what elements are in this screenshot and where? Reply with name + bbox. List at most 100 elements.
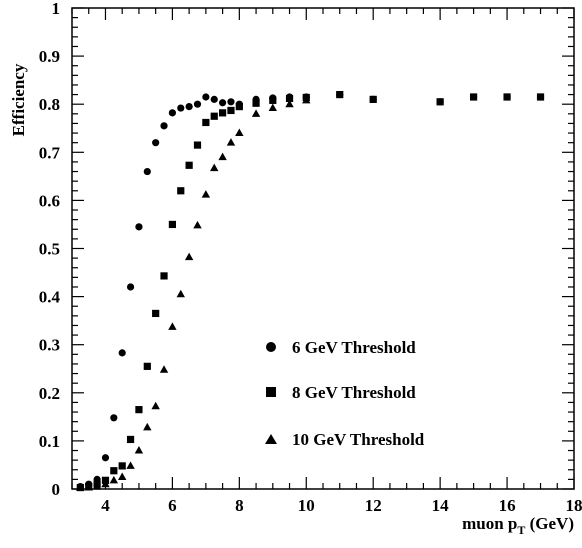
x-tick-label: 10 (298, 496, 315, 515)
point-8gev (160, 272, 168, 280)
legend-marker-circle (266, 342, 276, 352)
legend-marker-triangle (265, 434, 277, 444)
axis-ticks (71, 7, 575, 490)
y-tick-label: 0.1 (39, 432, 60, 451)
point-10gev (76, 483, 85, 492)
legend-label-6gev: 6 GeV Threshold (292, 338, 416, 357)
point-10gev (235, 128, 244, 137)
point-6gev (193, 100, 202, 108)
point-8gev (202, 118, 210, 127)
point-10gev (168, 322, 177, 330)
point-8gev (503, 93, 511, 101)
point-6gev (202, 93, 210, 101)
point-8gev (126, 435, 135, 444)
point-10gev (151, 401, 160, 410)
y-axis-label: Efficiency (9, 63, 28, 136)
point-10gev (134, 446, 144, 454)
y-tick-label: 1 (52, 0, 61, 18)
x-tick-label: 4 (101, 496, 110, 515)
x-axis-label-sub: T (517, 523, 525, 537)
point-8gev (210, 112, 218, 120)
point-10gev (210, 163, 219, 172)
point-10gev (92, 482, 102, 490)
point-8gev (118, 462, 126, 470)
point-6gev (101, 454, 110, 462)
point-8gev (436, 98, 444, 106)
x-tick-labels: 4 6 8 10 12 14 16 18 (101, 496, 582, 515)
point-6gev (152, 139, 160, 147)
point-10gev (302, 95, 311, 104)
x-axis-label: muon pT (GeV) (462, 514, 574, 537)
point-10gev (226, 138, 236, 146)
point-6gev (135, 223, 143, 231)
point-8gev (152, 309, 160, 318)
point-8gev (269, 96, 277, 104)
point-10gev (101, 479, 110, 488)
data-points (76, 90, 545, 492)
point-10gev (193, 220, 202, 229)
point-6gev (210, 95, 218, 103)
point-8gev (235, 103, 243, 111)
point-8gev (177, 187, 185, 195)
point-8gev (285, 94, 294, 103)
y-tick-labels: 0 0.1 0.2 0.3 0.4 0.5 0.6 0.7 0.8 0.9 1 (39, 0, 61, 499)
point-8gev (470, 93, 478, 101)
legend-label-10gev: 10 GeV Threshold (292, 430, 425, 449)
x-tick-label: 14 (432, 496, 450, 515)
point-6gev (185, 103, 193, 111)
point-8gev (252, 99, 260, 107)
point-8gev (219, 109, 227, 117)
y-tick-label: 0.9 (39, 47, 60, 66)
point-8gev (336, 90, 344, 99)
point-6gev (219, 99, 227, 107)
point-10gev (109, 475, 119, 484)
point-6gev (227, 98, 235, 106)
point-10gev (285, 99, 294, 108)
point-10gev (143, 422, 152, 431)
y-tick-label: 0.7 (39, 143, 61, 162)
x-tick-label: 6 (168, 496, 177, 515)
x-tick-label: 16 (499, 496, 516, 515)
legend-label-8gev: 8 GeV Threshold (292, 383, 416, 402)
y-tick-label: 0.3 (39, 336, 60, 355)
point-8gev (369, 95, 377, 103)
point-6gev (143, 167, 151, 176)
point-10gev (201, 190, 211, 198)
x-axis-label-unit: (GeV) (525, 514, 574, 533)
point-6gev (160, 122, 168, 130)
y-tick-label: 0.2 (39, 384, 60, 403)
point-6gev (126, 283, 135, 291)
point-8gev (143, 362, 151, 370)
point-10gev (176, 289, 185, 298)
y-tick-label: 0.4 (39, 288, 61, 307)
y-tick-label: 0.8 (39, 95, 60, 114)
point-8gev (536, 93, 545, 101)
point-8gev (227, 106, 235, 115)
point-6gev (168, 109, 176, 117)
point-10gev (268, 103, 277, 112)
point-8gev (110, 467, 118, 475)
point-10gev (126, 461, 135, 469)
point-8gev (193, 141, 202, 149)
y-tick-label: 0.6 (39, 191, 60, 210)
x-tick-label: 8 (235, 496, 244, 515)
x-tick-label: 12 (365, 496, 382, 515)
point-10gev (159, 365, 169, 373)
point-6gev (118, 349, 126, 357)
point-8gev (168, 220, 176, 229)
y-tick-label: 0.5 (39, 240, 60, 259)
point-10gev (184, 252, 194, 261)
point-6gev (177, 104, 185, 112)
x-axis-label-main: muon p (462, 514, 517, 533)
plot-frame (71, 7, 575, 490)
point-10gev (84, 483, 93, 491)
point-6gev (110, 414, 118, 422)
point-8gev (135, 406, 143, 414)
legend-marker-square (266, 387, 276, 397)
legend: 6 GeV Threshold 8 GeV Threshold 10 GeV T… (265, 338, 425, 449)
y-tick-label: 0 (52, 480, 61, 499)
point-10gev (251, 109, 261, 117)
point-10gev (218, 152, 227, 161)
point-8gev (185, 161, 193, 169)
